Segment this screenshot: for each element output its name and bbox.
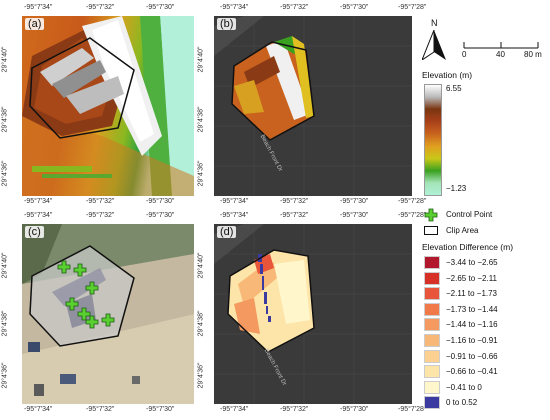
- clip-area-label: Clip Area: [446, 226, 479, 235]
- panel-b-clipped-elevation: (b) Beach Front Dr: [214, 16, 412, 196]
- lon-label: -95°7'30": [340, 4, 369, 11]
- difference-range-label: −2.11 to −1.73: [446, 289, 498, 299]
- panel-c-control-points: (c): [22, 224, 194, 404]
- lon-label: -95°7'32": [280, 406, 309, 413]
- lon-label: -95°7'32": [86, 406, 115, 413]
- panel-a-elevation-map: (a): [22, 16, 194, 196]
- difference-swatch: [424, 302, 440, 316]
- difference-swatch: [424, 349, 440, 363]
- difference-range-label: −0.66 to −0.41: [446, 367, 498, 377]
- panel-d-elevation-difference: (d) Beach Front Dr: [214, 224, 412, 404]
- lat-label: 29°4'36": [1, 160, 9, 187]
- difference-range-label: −1.16 to −0.91: [446, 336, 498, 345]
- difference-range-label: −3.44 to −2.65: [446, 258, 498, 267]
- difference-swatch: [424, 334, 440, 347]
- difference-swatch: [424, 365, 440, 379]
- lon-label: -95°7'34": [24, 212, 53, 219]
- difference-raster: [214, 224, 412, 404]
- difference-swatch: [424, 256, 440, 269]
- scale-tick: 40: [496, 50, 505, 59]
- lat-label: 29°4'38": [1, 106, 9, 133]
- difference-swatch: [424, 287, 440, 301]
- lon-label: -95°7'34": [24, 198, 53, 205]
- lat-label: 29°4'38": [197, 310, 205, 337]
- difference-range-label: 0 to 0.52: [446, 398, 478, 408]
- lon-label: -95°7'32": [86, 212, 115, 219]
- elevation-colorbar: [424, 84, 442, 196]
- panel-label: (c): [25, 226, 44, 238]
- lat-label: 29°4'36": [197, 362, 205, 389]
- lon-label: -95°7'32": [280, 198, 309, 205]
- lon-label: -95°7'30": [340, 406, 369, 413]
- difference-range-label: −2.65 to −2.11: [446, 273, 498, 283]
- control-point-icon: [424, 208, 438, 222]
- lon-label: -95°7'34": [24, 4, 53, 11]
- lat-label: 29°4'40": [1, 46, 9, 73]
- difference-range-label: −0.41 to 0: [446, 382, 482, 392]
- difference-range-label: −0.91 to −0.66: [446, 351, 498, 361]
- lat-label: 29°4'36": [1, 362, 9, 389]
- panel-label: (b): [217, 18, 237, 30]
- lon-label: -95°7'34": [220, 4, 249, 11]
- control-point-markers: [57, 260, 115, 329]
- scale-bar: [463, 42, 539, 49]
- difference-swatch: [424, 318, 440, 332]
- clipped-raster: [214, 16, 412, 196]
- lon-label: -95°7'32": [86, 198, 115, 205]
- lon-label: -95°7'34": [24, 406, 53, 413]
- lon-label: -95°7'30": [146, 406, 175, 413]
- lon-label: -95°7'30": [340, 198, 369, 205]
- elevation-max: 6.55: [446, 84, 462, 93]
- elevation-min: −1.23: [446, 184, 467, 193]
- clip-area-icon: [424, 226, 438, 235]
- lon-label: -95°7'32": [280, 212, 309, 219]
- lon-label: -95°7'28": [398, 4, 427, 11]
- lat-label: 29°4'40": [197, 46, 205, 73]
- north-letter: N: [431, 18, 438, 28]
- panel-label: (d): [217, 226, 237, 238]
- lat-label: 29°4'40": [197, 252, 205, 279]
- difference-range-label: −1.44 to −1.16: [446, 320, 498, 330]
- lat-label: 29°4'38": [1, 310, 9, 337]
- lat-label: 29°4'36": [197, 160, 205, 187]
- lon-label: -95°7'34": [220, 198, 249, 205]
- difference-swatch: [424, 271, 440, 285]
- elevation-legend-title: Elevation (m): [422, 70, 473, 80]
- lon-label: -95°7'30": [146, 4, 175, 11]
- lon-label: -95°7'30": [146, 198, 175, 205]
- lon-label: -95°7'34": [220, 212, 249, 219]
- lon-label: -95°7'34": [220, 406, 249, 413]
- difference-range-label: −1.73 to −1.44: [446, 304, 498, 314]
- difference-swatch: [424, 380, 440, 394]
- lat-label: 29°4'38": [197, 106, 205, 133]
- scale-tick: 0: [462, 50, 467, 59]
- control-point-label: Control Point: [446, 210, 493, 219]
- elevation-raster: [22, 16, 194, 196]
- difference-legend-title: Elevation Difference (m): [422, 242, 514, 252]
- lon-label: -95°7'30": [340, 212, 369, 219]
- lon-label: -95°7'28": [398, 198, 427, 205]
- lon-label: -95°7'32": [280, 4, 309, 11]
- scale-tick: 80 m: [524, 50, 542, 59]
- lon-label: -95°7'28": [398, 212, 427, 219]
- satellite-image: [22, 224, 194, 404]
- north-arrow-icon: [422, 30, 446, 60]
- lon-label: -95°7'28": [398, 406, 427, 413]
- lon-label: -95°7'30": [146, 212, 175, 219]
- difference-swatch: [424, 396, 440, 410]
- panel-label: (a): [25, 18, 45, 30]
- lat-label: 29°4'40": [1, 252, 9, 279]
- lon-label: -95°7'32": [86, 4, 115, 11]
